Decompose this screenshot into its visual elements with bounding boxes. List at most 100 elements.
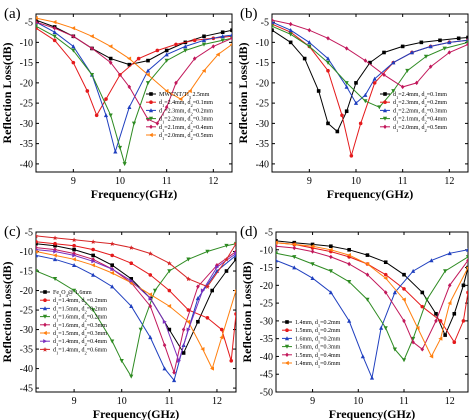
data-point	[365, 272, 370, 277]
data-point	[90, 46, 94, 51]
data-point	[452, 311, 457, 316]
data-point	[42, 330, 47, 336]
data-point	[201, 38, 207, 43]
chart-panel-b: 9 10 11 12 -40 -35 -30 -25 -20 -15 -10 -5 Frequency(…	[236, 6, 469, 201]
data-point	[71, 44, 76, 49]
data-point	[365, 261, 370, 267]
data-point	[383, 276, 388, 281]
data-point	[90, 239, 96, 245]
data-point	[340, 113, 344, 118]
data-point	[148, 296, 153, 301]
data-point	[466, 290, 468, 295]
data-point	[276, 239, 278, 243]
plot-frame	[271, 13, 469, 173]
data-point	[310, 262, 315, 267]
x-axis-label: Frequency(GHz)	[327, 187, 413, 201]
data-point	[292, 265, 297, 270]
data-point	[219, 335, 224, 340]
data-point	[149, 92, 153, 96]
data-point	[71, 60, 76, 65]
data-point	[420, 304, 425, 309]
data-point	[288, 28, 293, 33]
data-point	[456, 36, 461, 41]
data-point	[447, 50, 452, 55]
data-point	[145, 68, 151, 73]
data-point	[108, 56, 113, 61]
x-tick-label: 12	[212, 396, 222, 407]
series-group	[36, 233, 236, 383]
data-point	[284, 360, 289, 366]
data-point	[117, 145, 123, 150]
data-point	[447, 40, 452, 45]
chart-panel-a: 9 10 11 12 -40 -35 -30 -25 -20 -15 -10 -5 Frequency(…	[0, 6, 233, 201]
data-point	[220, 38, 225, 43]
data-point	[200, 288, 205, 293]
data-point	[465, 255, 468, 260]
y-tick-label: -25	[20, 306, 33, 317]
data-point	[178, 96, 183, 102]
legend-label: d1=1.4mm, d2=0.4mm	[53, 339, 107, 347]
legend-label: d1=2.4mm, d2=0.1mm	[393, 92, 447, 100]
data-point	[272, 28, 274, 33]
data-point	[428, 64, 433, 69]
y-tick-label: -10	[256, 38, 269, 49]
data-point	[162, 342, 167, 348]
data-point	[442, 46, 447, 51]
data-point	[148, 303, 153, 309]
data-point	[272, 17, 274, 23]
data-point	[447, 283, 452, 288]
x-tick-label: 12	[444, 176, 454, 187]
data-point	[164, 104, 169, 110]
data-point	[167, 288, 172, 293]
data-point	[419, 40, 424, 45]
y-tick-label: -30	[20, 325, 33, 336]
data-point	[129, 303, 134, 308]
legend-label: d1=2.0mm, d2=0.5mm	[393, 125, 447, 133]
data-point	[127, 84, 132, 90]
data-point	[382, 72, 386, 77]
y-tick-label: -25	[20, 99, 33, 110]
data-point	[43, 298, 47, 303]
data-point	[372, 76, 377, 81]
y-tick-label: -20	[260, 281, 273, 292]
data-point	[103, 113, 109, 118]
data-point	[52, 253, 57, 258]
data-point	[89, 72, 95, 77]
x-axis-label: Frequency(GHz)	[329, 407, 415, 420]
y-tick-label: -30	[256, 119, 269, 130]
data-point	[383, 272, 388, 277]
y-axis-label: Reflection Loss(dB)	[240, 262, 254, 363]
data-point	[43, 339, 48, 344]
data-point	[164, 52, 169, 57]
legend-label: d1=2.2mm, d2=0.3mm	[393, 108, 447, 116]
x-tick-label: 11	[165, 396, 175, 407]
data-point	[372, 81, 377, 85]
data-point	[36, 19, 38, 25]
data-point	[187, 88, 192, 94]
legend-label: d1=2.3mm, d2=0.2mm	[393, 100, 447, 108]
y-tick-label: -40	[260, 352, 273, 363]
data-point	[363, 92, 368, 97]
data-point	[43, 290, 47, 294]
data-point	[138, 327, 143, 332]
data-point	[202, 34, 206, 39]
data-point	[400, 84, 405, 90]
y-tick-label: -10	[20, 38, 33, 49]
data-point	[438, 336, 443, 341]
data-point	[328, 247, 333, 252]
panel-label: (d)	[240, 224, 258, 240]
data-point	[147, 251, 153, 256]
data-point	[164, 48, 169, 53]
data-point	[276, 244, 278, 249]
y-tick-label: -5	[261, 18, 269, 29]
series-line	[276, 240, 468, 337]
data-point	[307, 44, 312, 49]
data-point	[363, 99, 368, 104]
legend-label: 1.5mm, d1=0.3mm	[295, 345, 341, 353]
data-point	[148, 292, 153, 297]
data-point	[465, 247, 468, 252]
y-tick-label: -45	[20, 384, 33, 395]
data-point	[36, 248, 39, 251]
data-point	[411, 268, 416, 273]
data-point	[461, 283, 466, 288]
